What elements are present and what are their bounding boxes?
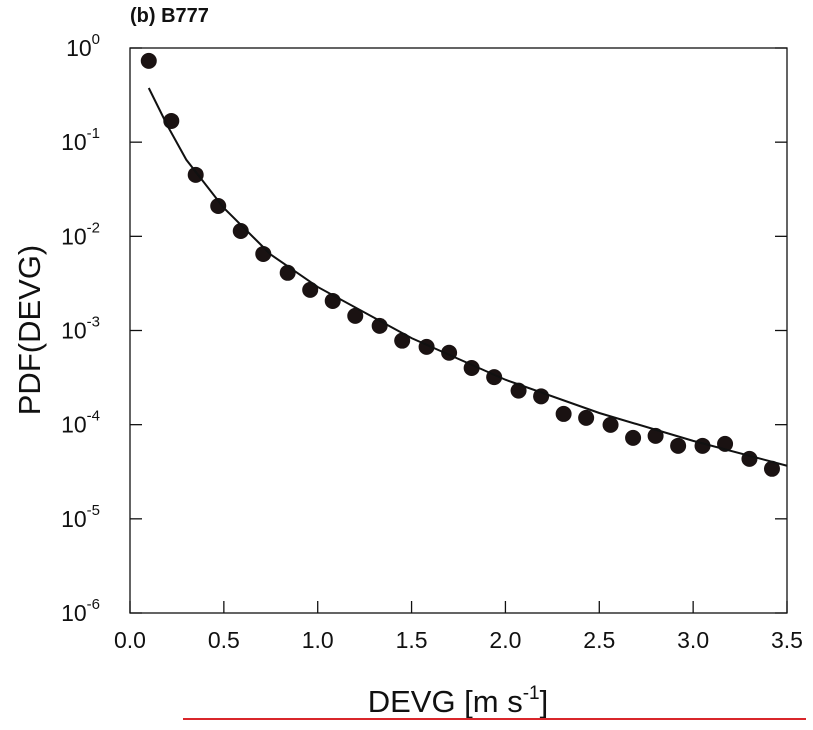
data-point (625, 429, 642, 446)
x-tick-label: 2.5 (583, 627, 615, 653)
data-point (602, 416, 619, 433)
data-point (763, 460, 780, 477)
data-point (187, 166, 204, 183)
y-tick-label: 10-5 (61, 502, 100, 532)
y-tick-exponent: -1 (87, 125, 100, 142)
x-tick-label: 0.0 (114, 627, 146, 653)
x-tick-label: 3.0 (677, 627, 709, 653)
x-axis-label: DEVG [m s-1] (368, 683, 549, 719)
data-point (232, 222, 249, 239)
data-point (533, 388, 550, 405)
data-point (302, 281, 319, 298)
y-tick-base: 10 (61, 318, 87, 344)
x-axis-label-exponent: -1 (523, 683, 540, 704)
y-tick-exponent: -6 (87, 596, 100, 613)
y-tick-label: 10-2 (61, 219, 100, 249)
y-tick-exponent: -2 (87, 219, 100, 236)
fit-line (147, 87, 788, 467)
y-tick-exponent: -4 (87, 408, 100, 425)
data-point (578, 409, 595, 426)
data-point (140, 52, 157, 69)
y-tick-exponent: 0 (92, 31, 100, 48)
y-tick-base: 10 (61, 223, 87, 249)
y-tick-label: 100 (66, 31, 100, 61)
y-tick-base: 10 (66, 35, 92, 61)
y-tick-base: 10 (61, 412, 87, 438)
y-tick-label: 10-6 (61, 596, 100, 626)
y-tick-base: 10 (61, 600, 87, 626)
x-tick-label: 3.5 (771, 627, 803, 653)
y-tick-label: 10-4 (61, 408, 100, 438)
y-tick-base: 10 (61, 506, 87, 532)
data-point (394, 332, 411, 349)
x-tick-label: 0.5 (208, 627, 240, 653)
x-axis-label-text: DEVG [m s (368, 684, 523, 719)
data-point (555, 405, 572, 422)
y-tick-label: 10-3 (61, 314, 100, 344)
x-tick-label: 1.0 (302, 627, 334, 653)
y-tick-label: 10-1 (61, 125, 100, 155)
x-tick-label: 1.5 (396, 627, 428, 653)
x-tick-label: 2.0 (489, 627, 521, 653)
y-tick-exponent: -5 (87, 502, 100, 519)
chart-title: (b) B777 (130, 5, 209, 27)
y-axis-label: PDF(DEVG) (12, 245, 47, 416)
y-tick-base: 10 (61, 129, 87, 155)
plot-frame (129, 47, 788, 614)
y-tick-exponent: -3 (87, 314, 100, 331)
x-axis-label-suffix: ] (540, 684, 549, 719)
data-point (670, 437, 687, 454)
data-point (347, 307, 364, 324)
data-point (210, 197, 227, 214)
